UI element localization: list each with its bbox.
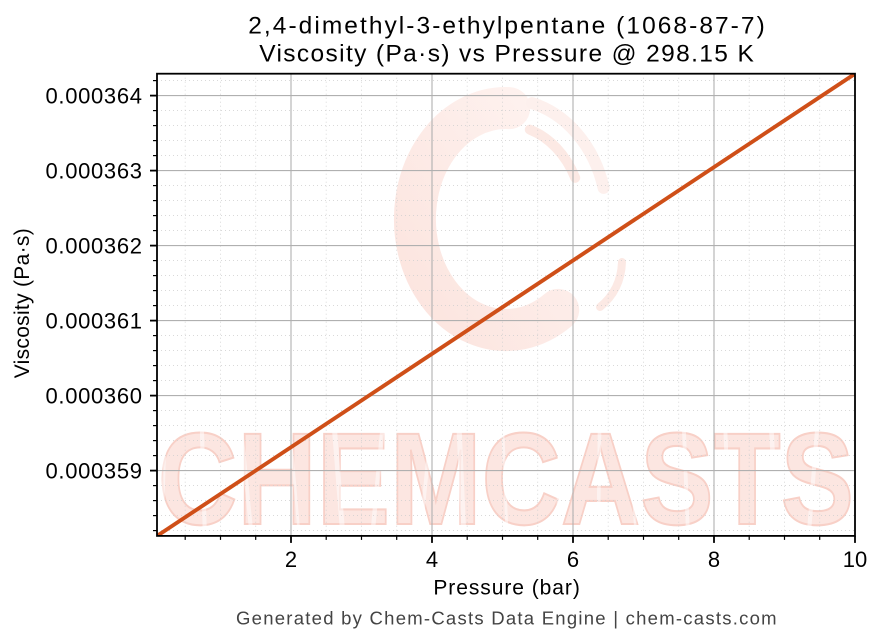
svg-text:0.000362: 0.000362 bbox=[46, 234, 143, 259]
svg-text:Generated by Chem-Casts Data E: Generated by Chem-Casts Data Engine | ch… bbox=[236, 608, 777, 629]
svg-text:8: 8 bbox=[708, 547, 720, 572]
svg-text:0.000360: 0.000360 bbox=[46, 384, 143, 409]
svg-text:6: 6 bbox=[567, 547, 579, 572]
svg-text:2: 2 bbox=[285, 547, 297, 572]
svg-text:Viscosity (Pa·s): Viscosity (Pa·s) bbox=[11, 228, 34, 378]
svg-text:10: 10 bbox=[843, 547, 867, 572]
svg-text:4: 4 bbox=[426, 547, 438, 572]
svg-text:Viscosity (Pa·s) vs Pressure @: Viscosity (Pa·s) vs Pressure @ 298.15 K bbox=[259, 41, 754, 68]
svg-text:0.000361: 0.000361 bbox=[46, 309, 143, 334]
svg-text:0.000359: 0.000359 bbox=[46, 459, 143, 484]
svg-text:Pressure (bar): Pressure (bar) bbox=[433, 577, 579, 600]
svg-text:0.000364: 0.000364 bbox=[46, 84, 143, 109]
svg-text:2,4-dimethyl-3-ethylpentane (1: 2,4-dimethyl-3-ethylpentane (1068-87-7) bbox=[248, 13, 765, 40]
svg-text:0.000363: 0.000363 bbox=[46, 159, 143, 184]
